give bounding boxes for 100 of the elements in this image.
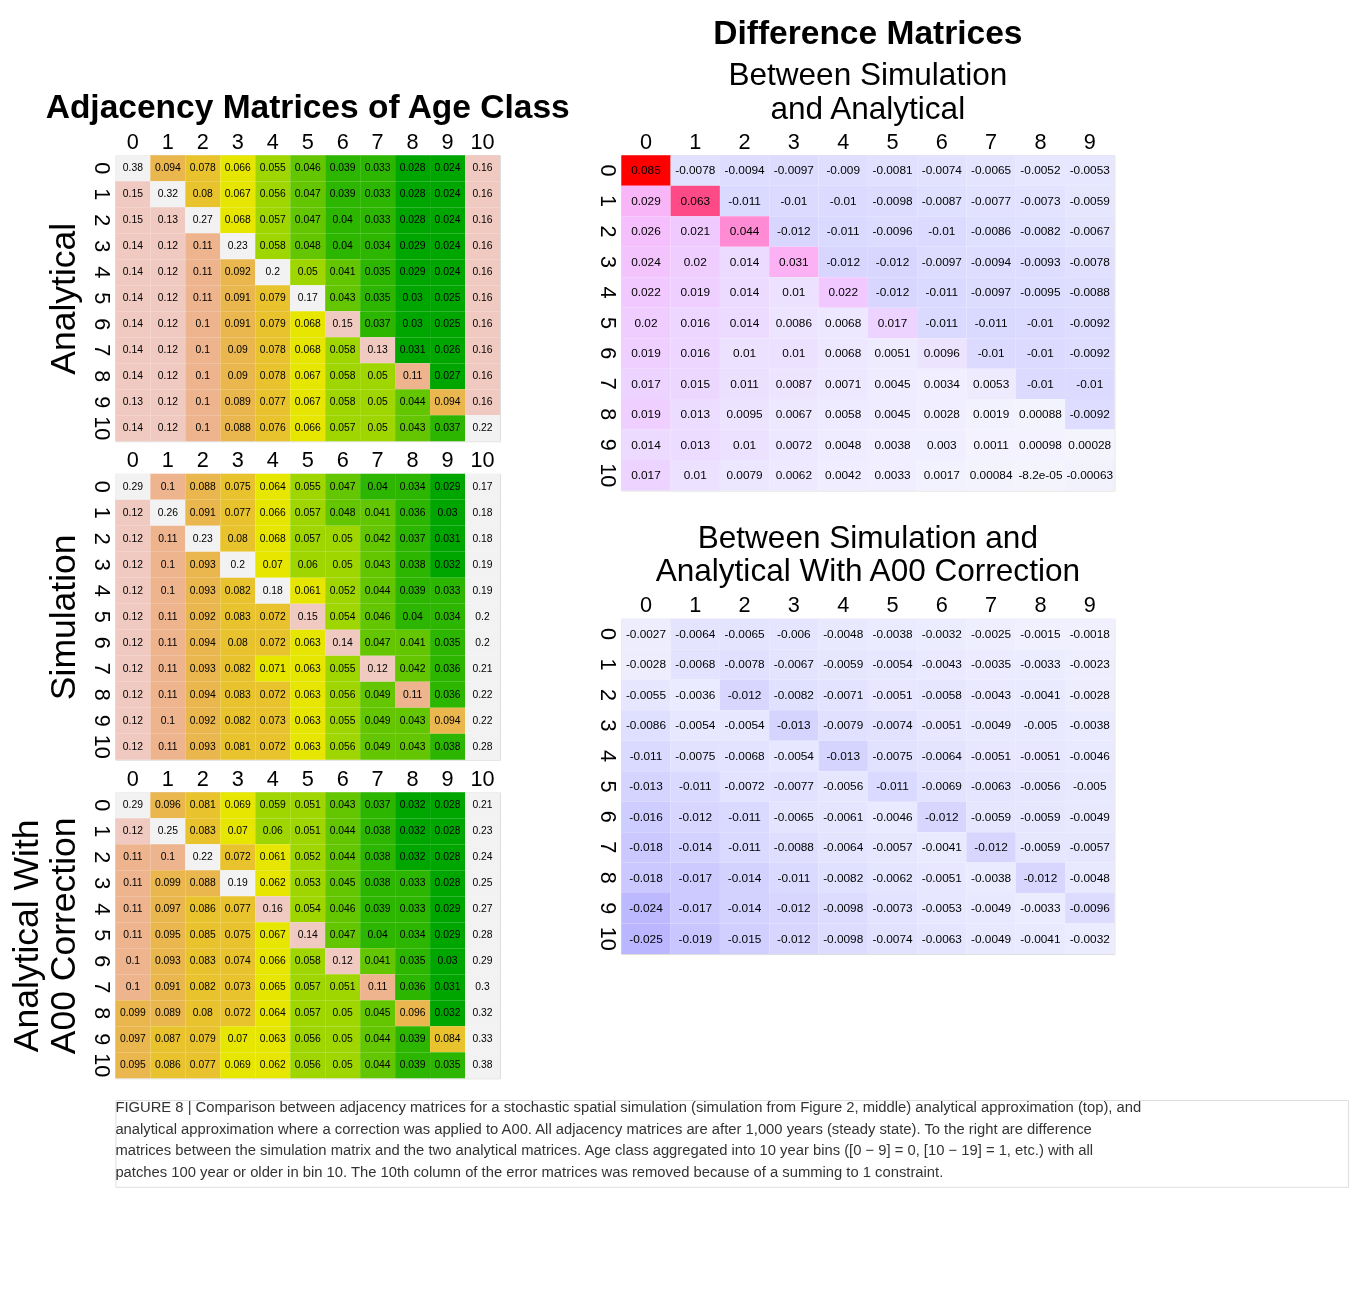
- data-label: -0.005: [1072, 779, 1107, 794]
- data-label: 0.085: [631, 163, 662, 178]
- data-label: -0.0075: [872, 748, 913, 763]
- data-label: 0.0051: [874, 346, 911, 361]
- data-label: 0.072: [259, 688, 286, 700]
- data-label: 0.043: [399, 740, 426, 752]
- data-label: 0.0038: [874, 437, 912, 452]
- data-label: 0.088: [189, 480, 216, 492]
- x-tick-label: 7: [371, 765, 384, 791]
- x-tick-label: 1: [161, 447, 174, 473]
- data-label: 0.16: [472, 162, 493, 174]
- data-label: -0.012: [826, 254, 860, 269]
- data-label: 0.034: [399, 480, 426, 492]
- data-label: -0.0057: [1069, 840, 1110, 855]
- data-label: 0.044: [364, 584, 391, 596]
- data-label: 0.072: [259, 610, 286, 622]
- data-label: 0.037: [364, 318, 391, 330]
- data-label: -0.0067: [1069, 224, 1110, 239]
- data-label: 0.05: [367, 422, 388, 434]
- data-label: 0.0034: [923, 376, 961, 391]
- data-label: -0.018: [629, 840, 664, 855]
- data-label: 0.01: [683, 468, 707, 483]
- data-label: 0.16: [472, 318, 493, 330]
- data-label: -0.0082: [823, 870, 864, 885]
- data-label: 0.0045: [874, 407, 912, 422]
- data-label: 0.077: [189, 1059, 216, 1071]
- data-label: 0.026: [631, 224, 662, 239]
- data-label: 0.11: [158, 662, 178, 674]
- data-label: 0.089: [224, 396, 251, 408]
- data-label: 0.14: [332, 636, 353, 648]
- data-label: -0.0064: [823, 840, 864, 855]
- data-label: -0.0073: [1020, 193, 1061, 208]
- data-label: 0.081: [224, 740, 251, 752]
- x-tick-label: 10: [470, 765, 495, 791]
- data-label: -0.0023: [1069, 657, 1111, 672]
- data-label: -0.0065: [773, 809, 815, 824]
- y-axis-title: Simulation: [43, 534, 84, 701]
- data-label: 0.12: [332, 955, 353, 967]
- data-label: 0.068: [294, 344, 321, 356]
- data-label: 0.042: [399, 662, 426, 674]
- data-label: 0.05: [332, 558, 353, 570]
- data-label: 0.075: [224, 929, 251, 941]
- y-tick-label: 1: [90, 506, 116, 519]
- y-tick-label: 9: [90, 1033, 116, 1046]
- data-label: -0.0035: [971, 657, 1012, 672]
- y-tick-label: 5: [596, 316, 622, 329]
- data-label: -0.0086: [625, 718, 667, 733]
- data-label: 0.051: [329, 981, 356, 993]
- data-label: 0.11: [123, 877, 143, 889]
- y-tick-label: 1: [90, 825, 116, 838]
- data-label: 0.058: [294, 955, 321, 967]
- data-label: 0.13: [157, 214, 179, 226]
- data-label: 0.03: [437, 506, 458, 518]
- data-label: -0.0051: [921, 870, 962, 885]
- data-label: -0.01: [1026, 315, 1054, 330]
- x-tick-label: 0: [639, 592, 652, 618]
- x-tick-label: 2: [196, 765, 209, 791]
- data-label: 0.19: [472, 584, 493, 596]
- data-label: 0.12: [122, 558, 144, 570]
- data-label: -0.0051: [921, 718, 962, 733]
- x-tick-label: 9: [441, 447, 454, 473]
- data-label: 0.23: [227, 240, 249, 252]
- data-label: 0.035: [364, 292, 391, 304]
- data-label: -0.0041: [1020, 687, 1061, 702]
- data-label: -0.01: [1026, 346, 1054, 361]
- data-label: 0.022: [828, 285, 858, 300]
- data-label: 0.077: [224, 903, 251, 915]
- data-label: 0.044: [729, 224, 760, 239]
- data-label: 0.016: [680, 315, 711, 330]
- data-label: 0.14: [297, 929, 318, 941]
- data-label: 0.0053: [973, 376, 1010, 391]
- data-label: 0.03: [402, 318, 423, 330]
- data-label: -0.0092: [1069, 407, 1110, 422]
- data-label: 0.038: [399, 558, 426, 570]
- data-label: -0.00063: [1066, 468, 1114, 483]
- data-label: 0.1: [195, 344, 211, 356]
- data-label: 0.032: [399, 851, 426, 863]
- data-label: -0.0072: [724, 779, 765, 794]
- data-label: 0.063: [294, 688, 321, 700]
- data-label: 0.039: [364, 903, 391, 915]
- data-label: -0.0063: [971, 779, 1012, 794]
- y-tick-label: 7: [90, 344, 116, 357]
- data-label: 0.066: [259, 506, 286, 518]
- data-label: 0.04: [367, 480, 388, 492]
- data-label: 0.058: [329, 344, 356, 356]
- x-tick-label: 2: [196, 128, 209, 154]
- data-label: -8.2e-05: [1018, 468, 1063, 483]
- data-label: 0.011: [730, 376, 759, 391]
- data-label: 0.033: [399, 903, 426, 915]
- data-label: -0.0075: [675, 748, 716, 763]
- data-label: 0.055: [329, 714, 356, 726]
- data-label: 0.029: [399, 266, 426, 278]
- data-label: 0.083: [224, 610, 251, 622]
- x-tick-label: 7: [371, 128, 384, 154]
- data-label: -0.0051: [872, 687, 913, 702]
- data-label: 0.054: [329, 610, 356, 622]
- data-label: -0.016: [629, 809, 664, 824]
- data-label: 0.064: [259, 1007, 286, 1019]
- x-tick-label: 1: [161, 128, 174, 154]
- y-tick-label: 0: [90, 480, 116, 493]
